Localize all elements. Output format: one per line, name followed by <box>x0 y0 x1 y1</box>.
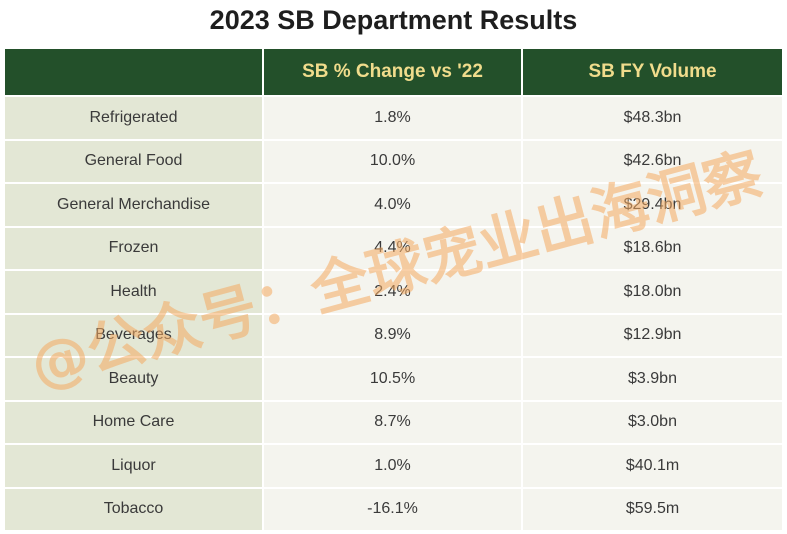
change-cell: 1.8% <box>264 95 523 139</box>
department-cell: Liquor <box>5 443 264 487</box>
results-table: SB % Change vs '22 SB FY Volume Refriger… <box>5 49 782 530</box>
table-row: Beauty 10.5% $3.9bn <box>5 356 782 400</box>
table-row: Frozen 4.4% $18.6bn <box>5 225 782 269</box>
volume-cell: $48.3bn <box>523 95 782 139</box>
volume-cell: $12.9bn <box>523 312 782 356</box>
table-row: General Food 10.0% $42.6bn <box>5 138 782 182</box>
table-row: Health 2.4% $18.0bn <box>5 269 782 313</box>
change-cell: 2.4% <box>264 269 523 313</box>
table-row: Liquor 1.0% $40.1m <box>5 443 782 487</box>
table-title: 2023 SB Department Results <box>209 5 578 35</box>
volume-cell: $18.6bn <box>523 225 782 269</box>
department-cell: Tobacco <box>5 486 264 530</box>
change-cell: -16.1% <box>264 486 523 530</box>
change-cell: 4.0% <box>264 182 523 226</box>
change-cell: 10.5% <box>264 356 523 400</box>
header-volume: SB FY Volume <box>523 49 782 95</box>
table-row: Tobacco -16.1% $59.5m <box>5 486 782 530</box>
volume-cell: $3.0bn <box>523 399 782 443</box>
department-cell: Home Care <box>5 399 264 443</box>
header-row: SB % Change vs '22 SB FY Volume <box>5 49 782 95</box>
change-cell: 8.7% <box>264 399 523 443</box>
change-cell: 4.4% <box>264 225 523 269</box>
change-cell: 1.0% <box>264 443 523 487</box>
department-cell: Refrigerated <box>5 95 264 139</box>
department-cell: General Food <box>5 138 264 182</box>
volume-cell: $40.1m <box>523 443 782 487</box>
header-change: SB % Change vs '22 <box>264 49 523 95</box>
volume-cell: $42.6bn <box>523 138 782 182</box>
department-cell: Beauty <box>5 356 264 400</box>
department-cell: Frozen <box>5 225 264 269</box>
department-cell: Beverages <box>5 312 264 356</box>
table-row: Beverages 8.9% $12.9bn <box>5 312 782 356</box>
change-cell: 10.0% <box>264 138 523 182</box>
volume-cell: $18.0bn <box>523 269 782 313</box>
volume-cell: $29.4bn <box>523 182 782 226</box>
table-row: Home Care 8.7% $3.0bn <box>5 399 782 443</box>
table-body: Refrigerated 1.8% $48.3bn General Food 10.0%… <box>5 95 782 530</box>
table-row: General Merchandise 4.0% $29.4bn <box>5 182 782 226</box>
header-department <box>5 49 264 95</box>
table-row: Refrigerated 1.8% $48.3bn <box>5 95 782 139</box>
volume-cell: $3.9bn <box>523 356 782 400</box>
department-cell: Health <box>5 269 264 313</box>
change-cell: 8.9% <box>264 312 523 356</box>
department-cell: General Merchandise <box>5 182 264 226</box>
volume-cell: $59.5m <box>523 486 782 530</box>
